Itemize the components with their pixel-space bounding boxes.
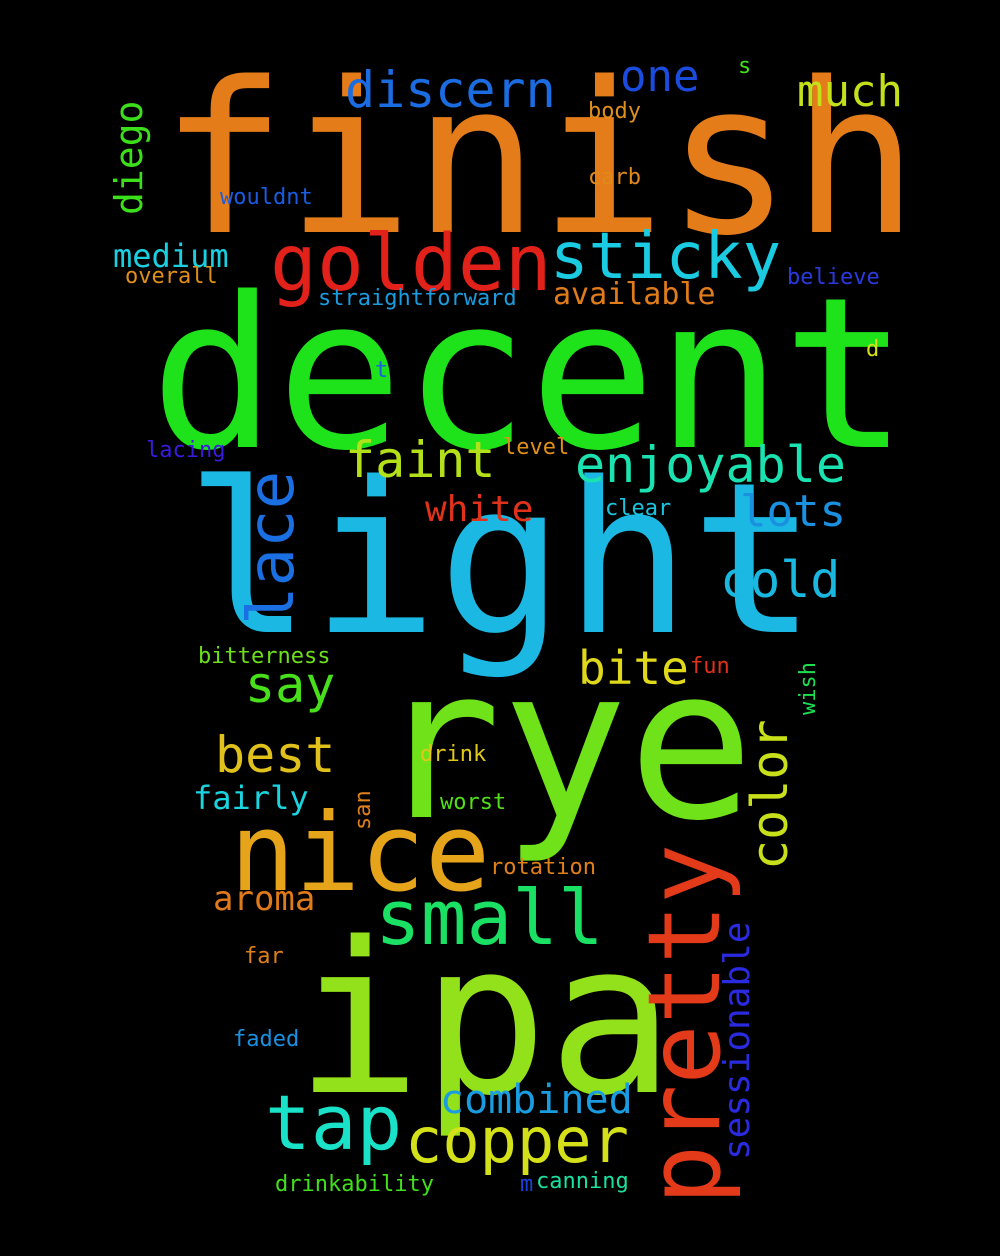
word-copper: copper — [405, 1104, 629, 1177]
word-believe: believe — [787, 265, 880, 290]
word-rye: rye — [375, 622, 755, 867]
word-cold: cold — [720, 551, 841, 609]
word-diego: diego — [107, 100, 151, 215]
word-finish: finish — [160, 37, 919, 282]
word-rotation: rotation — [490, 855, 596, 880]
word-enjoyable: enjoyable — [575, 436, 846, 494]
word-sticky: sticky — [550, 220, 782, 294]
word-light: light — [185, 437, 818, 682]
word-drinkability: drinkability — [275, 1172, 434, 1197]
word-t: t — [375, 358, 389, 383]
word-lots: lots — [740, 486, 846, 537]
word-lacing: lacing — [146, 438, 226, 463]
word-ipa: ipa — [295, 897, 675, 1142]
word-body: body — [588, 99, 641, 124]
word-worst: worst — [440, 790, 507, 815]
word-s: s — [738, 54, 752, 79]
word-much: much — [797, 66, 903, 117]
word-straightforward: straightforward — [318, 286, 517, 311]
word-fairly: fairly — [193, 779, 309, 817]
word-tap: tap — [265, 1078, 403, 1167]
word-small: small — [375, 873, 604, 962]
word-far: far — [244, 944, 284, 969]
word-clear: clear — [605, 496, 672, 521]
word-say: say — [245, 656, 336, 714]
word-faded: faded — [233, 1027, 300, 1052]
word-wish: wish — [796, 662, 821, 715]
word-nice: nice — [230, 791, 491, 916]
word-bitterness: bitterness — [198, 644, 331, 669]
word-color: color — [741, 719, 799, 870]
word-bite: bite — [578, 641, 689, 695]
word-aroma: aroma — [213, 879, 316, 919]
word-lace: lace — [235, 470, 309, 625]
word-medium: medium — [113, 237, 229, 275]
word-best: best — [215, 726, 336, 784]
word-faint: faint — [345, 431, 496, 489]
word-drink: drink — [420, 742, 487, 767]
word-discern: discern — [345, 61, 556, 119]
word-combined: combined — [440, 1077, 633, 1123]
word-one: one — [620, 51, 700, 102]
word-level: level — [503, 435, 570, 460]
word-golden: golden — [270, 219, 552, 309]
word-wouldnt: wouldnt — [220, 185, 313, 210]
word-white: white — [425, 489, 534, 530]
word-m: m — [520, 1172, 534, 1197]
word-carb: carb — [588, 165, 641, 190]
word-fun: fun — [690, 654, 730, 679]
word-decent: decent — [150, 252, 909, 497]
word-san: san — [351, 790, 376, 830]
word-sessionable: sessionable — [717, 921, 758, 1160]
word-d: d — [866, 337, 880, 362]
word-overall: overall — [125, 264, 218, 289]
word-canning: canning — [536, 1169, 629, 1194]
word-available: available — [553, 277, 716, 312]
